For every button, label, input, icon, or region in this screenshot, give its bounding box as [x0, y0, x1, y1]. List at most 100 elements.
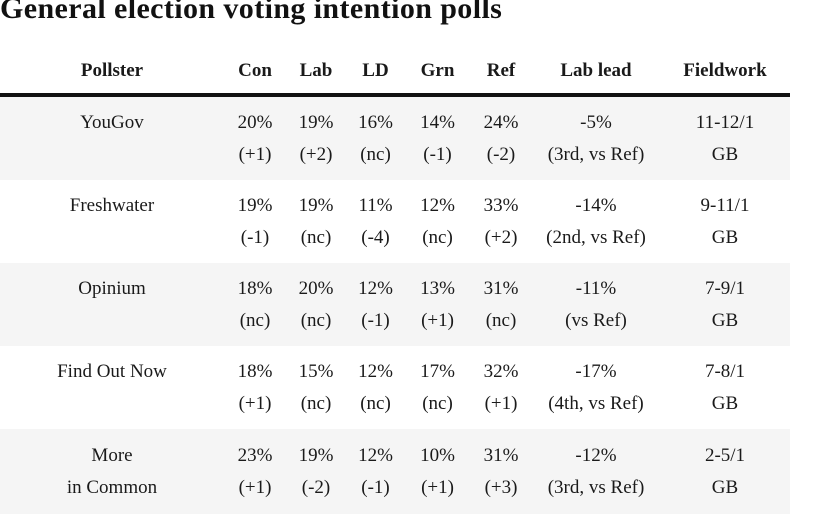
con-share-cell: 20% (+1) — [224, 97, 286, 180]
pollster-name: Find Out Now — [57, 360, 167, 382]
fieldwork-cell: 7-9/1 GB — [660, 263, 790, 346]
column-header-con: Con — [238, 59, 272, 81]
table-row: Freshwater 19% (-1) 19% (nc) 11% (-4) 12… — [0, 180, 790, 263]
lab-share-cell: 15% (nc) — [286, 346, 346, 429]
con-share-cell: 23% (+1) — [224, 429, 286, 514]
lead-note: (vs Ref) — [565, 309, 627, 331]
page-title: General election voting intention polls — [0, 0, 503, 25]
share-change: (+1) — [238, 476, 272, 498]
grn-share-cell: 14% (-1) — [405, 97, 470, 180]
table-header-row: Pollster Con Lab LD Grn Ref Lab lead Fie… — [0, 48, 790, 97]
pollster-name: Opinium — [78, 277, 146, 299]
share-value: 20% — [298, 277, 334, 299]
polls-table: Pollster Con Lab LD Grn Ref Lab lead Fie… — [0, 48, 790, 514]
lab-lead-cell: -11% (vs Ref) — [532, 263, 660, 346]
share-value: 15% — [298, 360, 334, 382]
share-value: 12% — [420, 194, 455, 216]
ref-share-cell: 31% (+3) — [470, 429, 532, 514]
share-change: (+1) — [238, 392, 272, 414]
column-header-grn: Grn — [420, 59, 455, 81]
pollster-cell: YouGov — [0, 97, 224, 180]
share-value: 18% — [237, 277, 273, 299]
pollster-name: Freshwater — [69, 194, 155, 216]
share-change: (nc) — [360, 392, 391, 414]
pollster-name: YouGov — [80, 111, 144, 133]
ld-share-cell: 11% (-4) — [346, 180, 405, 263]
table-row: More in Common 23% (+1) 19% (-2) 12% (-1… — [0, 429, 790, 514]
con-share-cell: 18% (+1) — [224, 346, 286, 429]
ld-share-cell: 12% (-1) — [346, 429, 405, 514]
fieldwork-dates: 7-9/1 — [704, 277, 746, 299]
ld-share-cell: 12% (-1) — [346, 263, 405, 346]
share-change: (-2) — [486, 143, 516, 165]
pollster-name: More — [91, 444, 133, 466]
pollster-cell: More in Common — [0, 429, 224, 514]
column-header-lab: Lab — [299, 59, 333, 81]
lead-value: -5% — [580, 111, 612, 133]
share-value: 31% — [483, 277, 519, 299]
share-value: 32% — [483, 360, 519, 382]
pollster-name-cont — [0, 388, 224, 420]
fieldwork-cell: 7-8/1 GB — [660, 346, 790, 429]
column-header-ld: LD — [362, 59, 389, 81]
lab-share-cell: 19% (+2) — [286, 97, 346, 180]
share-value: 16% — [358, 111, 393, 133]
lead-value: -17% — [575, 360, 617, 382]
share-value: 19% — [237, 194, 273, 216]
fieldwork-cell: 11-12/1 GB — [660, 97, 790, 180]
share-change: (+1) — [238, 143, 272, 165]
share-change: (+2) — [484, 226, 518, 248]
share-change: (-1) — [361, 309, 390, 331]
grn-share-cell: 10% (+1) — [405, 429, 470, 514]
ref-share-cell: 24% (-2) — [470, 97, 532, 180]
lab-share-cell: 20% (nc) — [286, 263, 346, 346]
share-value: 12% — [358, 444, 393, 466]
share-value: 20% — [237, 111, 273, 133]
fieldwork-cell: 2-5/1 GB — [660, 429, 790, 514]
share-value: 24% — [483, 111, 519, 133]
share-value: 14% — [420, 111, 455, 133]
grn-share-cell: 13% (+1) — [405, 263, 470, 346]
lead-note: (4th, vs Ref) — [548, 392, 644, 414]
lead-value: -14% — [575, 194, 617, 216]
share-change: (+1) — [421, 309, 454, 331]
grn-share-cell: 17% (nc) — [405, 346, 470, 429]
share-value: 12% — [358, 277, 393, 299]
share-change: (+3) — [484, 476, 518, 498]
fieldwork-area: GB — [711, 392, 739, 414]
share-value: 19% — [298, 444, 334, 466]
fieldwork-dates: 11-12/1 — [695, 111, 755, 133]
fieldwork-area: GB — [711, 476, 739, 498]
ref-share-cell: 32% (+1) — [470, 346, 532, 429]
lead-value: -11% — [575, 277, 617, 299]
lab-share-cell: 19% (nc) — [286, 180, 346, 263]
fieldwork-cell: 9-11/1 GB — [660, 180, 790, 263]
share-change: (nc) — [422, 392, 453, 414]
ref-share-cell: 31% (nc) — [470, 263, 532, 346]
fieldwork-area: GB — [711, 143, 739, 165]
share-change: (+2) — [299, 143, 333, 165]
share-value: 17% — [420, 360, 455, 382]
con-share-cell: 19% (-1) — [224, 180, 286, 263]
con-share-cell: 18% (nc) — [224, 263, 286, 346]
grn-share-cell: 12% (nc) — [405, 180, 470, 263]
share-change: (+1) — [421, 476, 454, 498]
share-value: 18% — [237, 360, 273, 382]
share-change: (-2) — [301, 476, 331, 498]
share-change: (nc) — [360, 143, 391, 165]
lead-note: (3rd, vs Ref) — [547, 476, 645, 498]
fieldwork-dates: 7-8/1 — [704, 360, 746, 382]
share-change: (nc) — [300, 226, 332, 248]
share-value: 31% — [483, 444, 519, 466]
share-value: 19% — [298, 111, 334, 133]
column-header-ref: Ref — [486, 59, 516, 81]
share-value: 10% — [420, 444, 455, 466]
pollster-name-cont — [0, 305, 224, 337]
pollster-name-cont — [0, 222, 224, 254]
table-row: YouGov 20% (+1) 19% (+2) 16% (nc) 14% (-… — [0, 97, 790, 180]
ld-share-cell: 16% (nc) — [346, 97, 405, 180]
share-value: 13% — [420, 277, 455, 299]
share-change: (-1) — [361, 476, 390, 498]
lead-value: -12% — [575, 444, 617, 466]
